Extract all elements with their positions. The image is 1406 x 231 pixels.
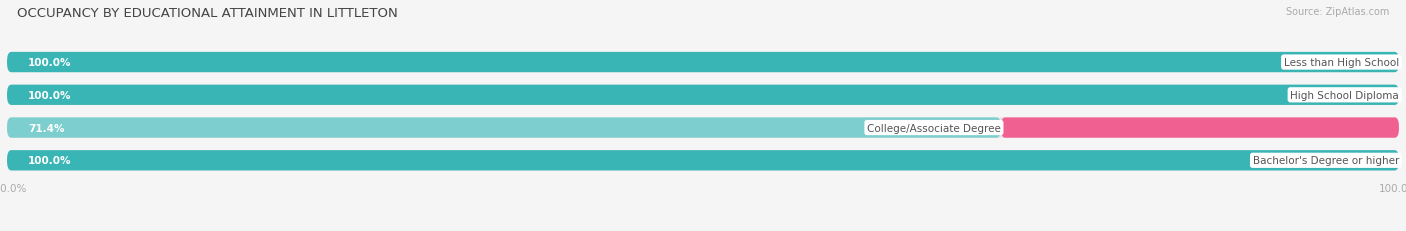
FancyBboxPatch shape — [1399, 85, 1406, 106]
FancyBboxPatch shape — [7, 118, 1001, 138]
Text: Source: ZipAtlas.com: Source: ZipAtlas.com — [1285, 7, 1389, 17]
FancyBboxPatch shape — [1399, 53, 1406, 73]
Text: College/Associate Degree: College/Associate Degree — [868, 123, 1001, 133]
FancyBboxPatch shape — [7, 151, 1399, 171]
FancyBboxPatch shape — [1399, 151, 1406, 171]
Text: OCCUPANCY BY EDUCATIONAL ATTAINMENT IN LITTLETON: OCCUPANCY BY EDUCATIONAL ATTAINMENT IN L… — [17, 7, 398, 20]
Text: High School Diploma: High School Diploma — [1291, 90, 1399, 100]
Text: 100.0%: 100.0% — [28, 90, 72, 100]
FancyBboxPatch shape — [7, 118, 1399, 138]
Text: 100.0%: 100.0% — [28, 58, 72, 68]
Text: 100.0%: 100.0% — [28, 156, 72, 166]
FancyBboxPatch shape — [7, 85, 1399, 106]
FancyBboxPatch shape — [7, 85, 1399, 106]
FancyBboxPatch shape — [1001, 118, 1399, 138]
FancyBboxPatch shape — [7, 53, 1399, 73]
FancyBboxPatch shape — [7, 151, 1399, 171]
FancyBboxPatch shape — [7, 53, 1399, 73]
Text: Bachelor's Degree or higher: Bachelor's Degree or higher — [1253, 156, 1399, 166]
Text: Less than High School: Less than High School — [1284, 58, 1399, 68]
Text: 71.4%: 71.4% — [28, 123, 65, 133]
